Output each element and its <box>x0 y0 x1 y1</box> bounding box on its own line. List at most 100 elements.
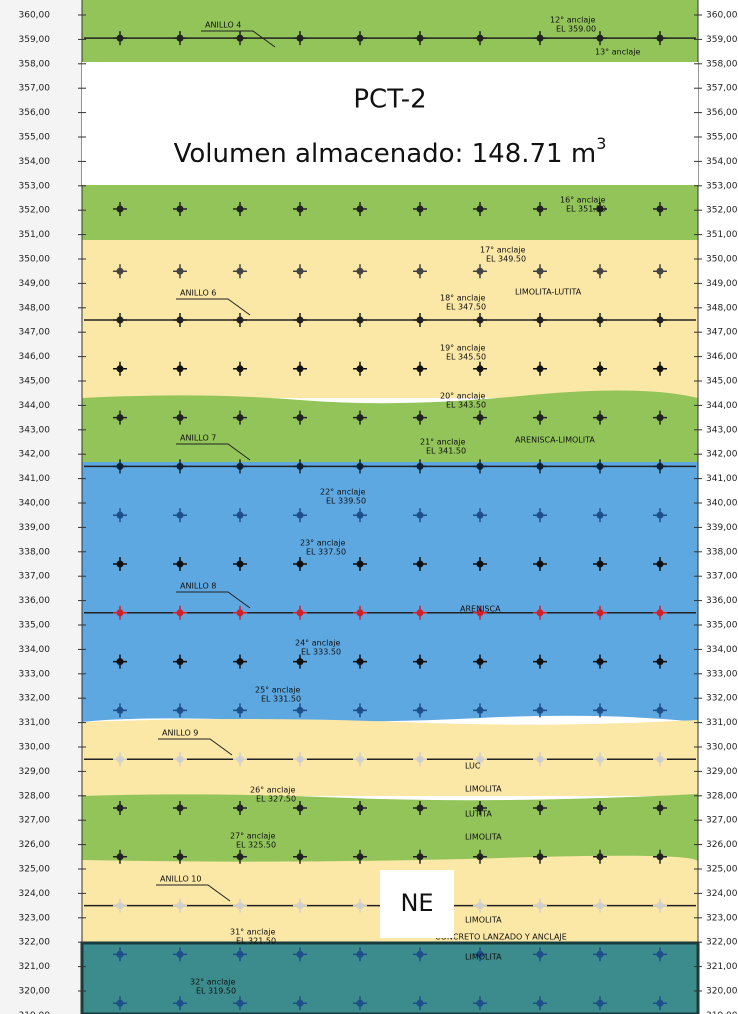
anchor-elevation: EL 347.50 <box>446 303 486 312</box>
anchor-mark <box>176 414 184 422</box>
elevation-label: 342,00 <box>706 450 738 460</box>
anchor-mark <box>596 902 604 910</box>
anchor-mark <box>176 267 184 275</box>
anchor-mark <box>356 609 364 617</box>
anchor-mark <box>476 365 484 373</box>
anchor-mark <box>656 950 664 958</box>
anchor-elevation: EL 349.50 <box>486 255 526 264</box>
stratum-label: LUTITA <box>465 810 492 819</box>
anchor-mark <box>596 205 604 213</box>
anchor-name: 22° anclaje <box>320 488 365 497</box>
anchor-mark <box>236 365 244 373</box>
elevation-label: 357,00 <box>706 84 738 94</box>
anchor-mark <box>176 462 184 470</box>
ring-label: ANILLO 4 <box>205 21 241 30</box>
ring-label: ANILLO 10 <box>160 875 201 884</box>
anchor-mark <box>656 462 664 470</box>
anchor-mark <box>296 706 304 714</box>
ring-leader <box>176 443 251 461</box>
anchor-mark <box>356 950 364 958</box>
elevation-label: 347,00 <box>706 328 738 338</box>
anchor-mark <box>476 316 484 324</box>
ring-label: ANILLO 7 <box>180 434 216 443</box>
anchor-mark <box>536 316 544 324</box>
anchor-mark <box>116 511 124 519</box>
anchor-mark <box>356 414 364 422</box>
anchor-mark <box>296 853 304 861</box>
anchor-mark <box>476 609 484 617</box>
anchor-mark <box>116 902 124 910</box>
elevation-label: 337,00 <box>706 572 738 582</box>
anchor-mark <box>296 609 304 617</box>
elevation-label: 359,00 <box>19 35 51 45</box>
stratum-label: CONCRETO LANZADO Y ANCLAJE <box>435 933 567 942</box>
anchor-elevation: EL 327.50 <box>256 795 296 804</box>
anchor-mark <box>116 462 124 470</box>
anchor-mark <box>236 658 244 666</box>
anchor-mark <box>356 853 364 861</box>
anchor-mark <box>656 316 664 324</box>
anchor-mark <box>356 658 364 666</box>
elevation-label: 352,00 <box>706 206 738 216</box>
elevation-label: 344,00 <box>706 401 738 411</box>
anchor-elevation: EL 331.50 <box>261 695 301 704</box>
anchor-mark <box>536 706 544 714</box>
elevation-label: 329,00 <box>19 767 51 777</box>
stratum-label: LIMOLITA <box>465 916 502 925</box>
anchor-mark <box>176 706 184 714</box>
anchor-mark <box>476 755 484 763</box>
elevation-label: 360,00 <box>19 11 51 21</box>
elevation-label: 342,00 <box>19 450 51 460</box>
axis-panel <box>0 0 82 1014</box>
anchor-mark <box>416 462 424 470</box>
layer-blue <box>82 462 698 722</box>
anchor-mark <box>656 853 664 861</box>
ring-label: ANILLO 9 <box>162 729 198 738</box>
anchor-mark <box>656 755 664 763</box>
anchor-mark <box>236 205 244 213</box>
elevation-label: 346,00 <box>706 352 738 362</box>
anchor-mark <box>236 560 244 568</box>
anchor-mark <box>296 462 304 470</box>
anchor-mark <box>536 609 544 617</box>
anchor-mark <box>656 658 664 666</box>
anchor-mark <box>416 950 424 958</box>
elevation-label: 351,00 <box>706 230 738 240</box>
elevation-label: 333,00 <box>706 669 738 679</box>
elevation-label: 334,00 <box>19 645 51 655</box>
anchor-mark <box>116 755 124 763</box>
elevation-label: 338,00 <box>19 547 51 557</box>
anchor-mark <box>116 950 124 958</box>
anchor-mark <box>176 902 184 910</box>
anchor-mark <box>416 267 424 275</box>
anchor-mark <box>596 609 604 617</box>
anchor-mark <box>416 560 424 568</box>
anchor-mark <box>596 414 604 422</box>
elevation-label: 338,00 <box>706 547 738 557</box>
anchor-mark <box>476 804 484 812</box>
elevation-label: 359,00 <box>706 35 738 45</box>
elevation-label: 336,00 <box>19 596 51 606</box>
anchor-mark <box>536 853 544 861</box>
anchor-mark <box>176 511 184 519</box>
anchor-mark <box>356 267 364 275</box>
anchor-name: 20° anclaje <box>440 392 485 401</box>
anchor-mark <box>656 267 664 275</box>
anchor-mark <box>476 560 484 568</box>
elevation-label: 319,00 <box>19 1011 51 1014</box>
anchor-name: 13° anclaje <box>595 48 640 57</box>
elevation-label: 355,00 <box>19 133 51 143</box>
layer-green <box>82 0 698 62</box>
anchor-mark <box>236 755 244 763</box>
anchor-mark <box>536 902 544 910</box>
anchor-mark <box>476 205 484 213</box>
elevation-label: 324,00 <box>19 889 51 899</box>
anchor-elevation: EL 341.50 <box>426 447 466 456</box>
anchor-mark <box>176 950 184 958</box>
ring-leader <box>201 30 276 48</box>
anchor-mark <box>536 658 544 666</box>
anchor-mark <box>596 462 604 470</box>
elevation-label: 323,00 <box>19 913 51 923</box>
anchor-mark <box>116 804 124 812</box>
elevation-label: 348,00 <box>19 303 51 313</box>
